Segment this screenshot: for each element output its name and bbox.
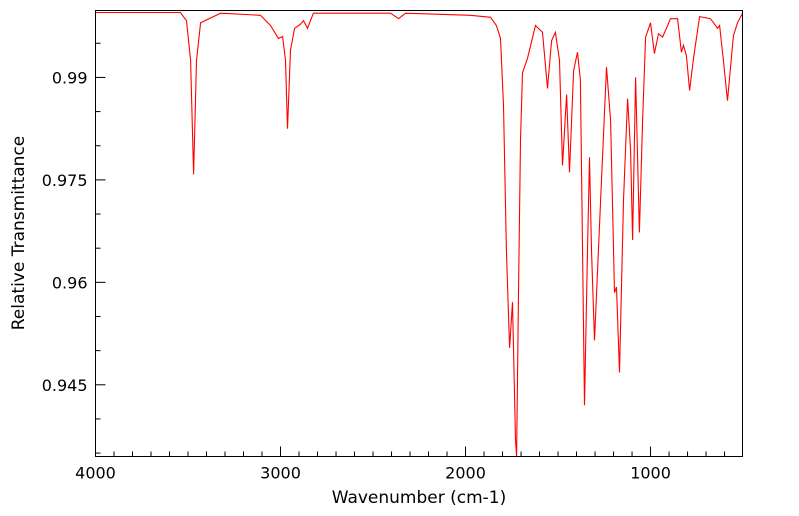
y-tick-label: 0.945 bbox=[42, 376, 88, 395]
x-tick-label: 4000 bbox=[75, 464, 116, 483]
y-tick-labels: 0.99 0.975 0.96 0.945 bbox=[42, 68, 88, 394]
x-tick-labels: 4000 3000 2000 1000 bbox=[75, 464, 671, 483]
x-tick-label: 3000 bbox=[260, 464, 301, 483]
y-tick-label: 0.99 bbox=[52, 68, 88, 87]
x-tick-label: 2000 bbox=[445, 464, 486, 483]
spectrum-line bbox=[95, 11, 743, 457]
y-axis-title: Relative Transmittance bbox=[9, 136, 29, 331]
y-tick-label: 0.975 bbox=[42, 171, 88, 190]
x-axis-title: Wavenumber (cm-1) bbox=[332, 488, 507, 508]
x-tick-label: 1000 bbox=[630, 464, 671, 483]
y-tick-label: 0.96 bbox=[52, 273, 88, 292]
axis-ticks bbox=[95, 42, 726, 457]
plot-frame bbox=[95, 10, 743, 457]
